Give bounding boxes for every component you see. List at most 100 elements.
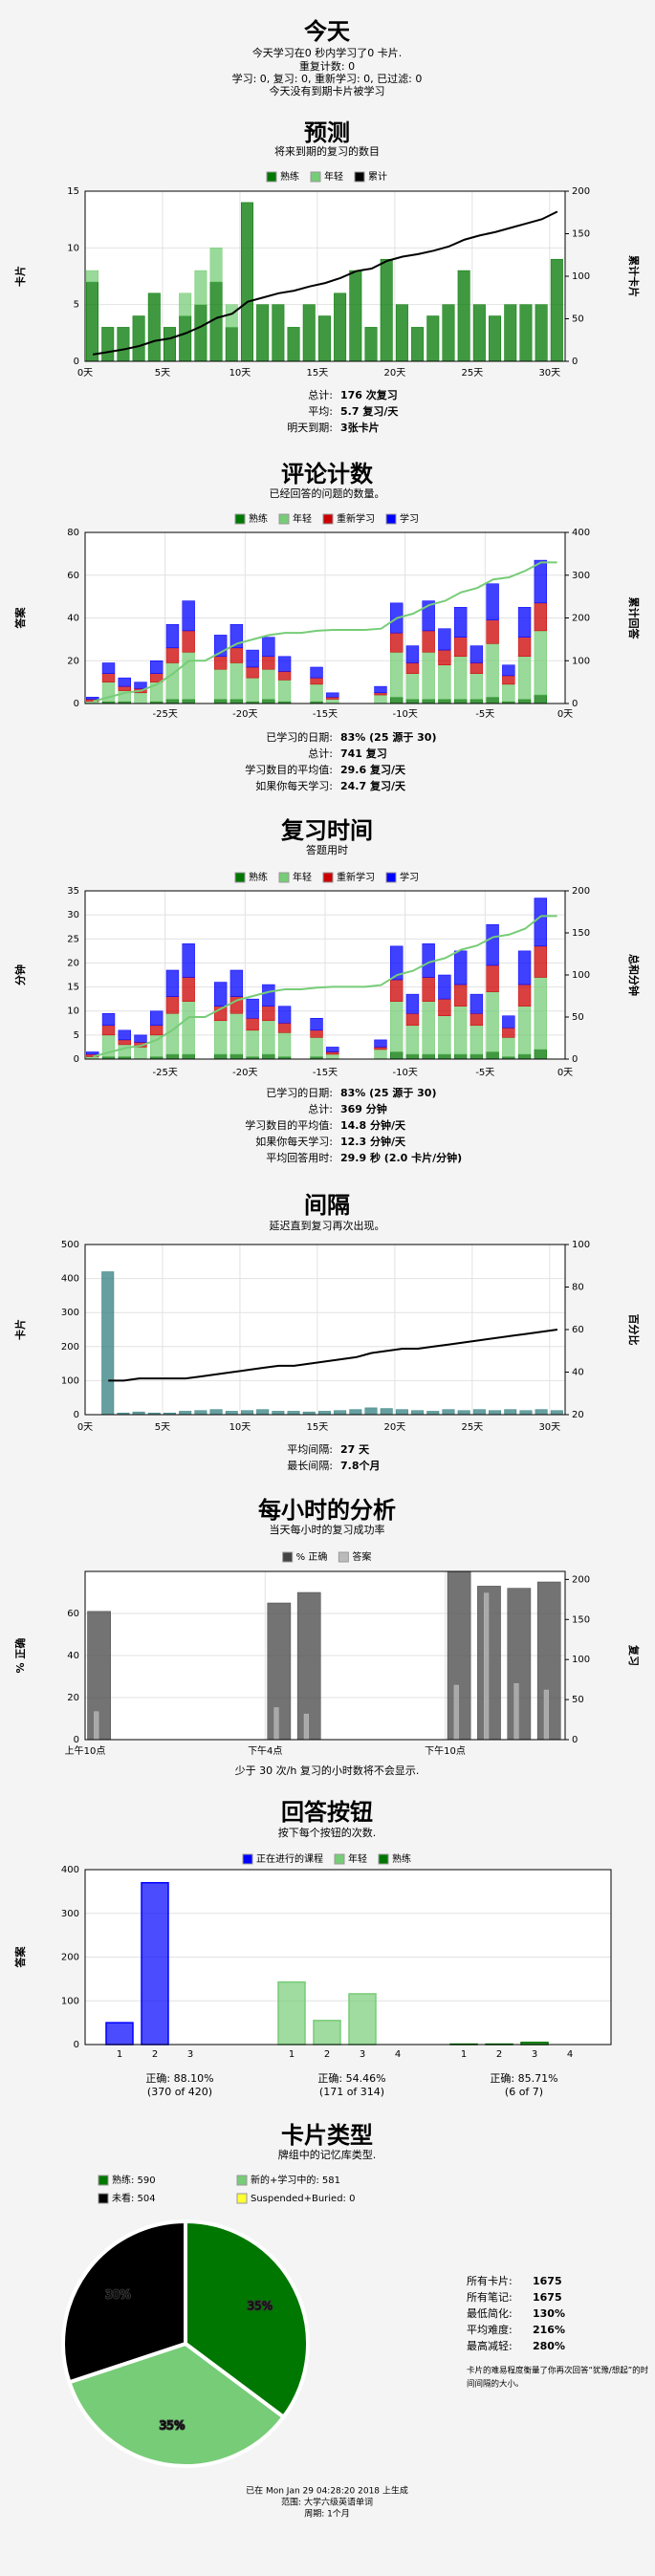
bar — [277, 1023, 292, 1033]
bar — [182, 699, 195, 704]
bar — [486, 643, 499, 698]
bar — [105, 2022, 134, 2046]
bar — [334, 1410, 347, 1416]
bar — [486, 697, 499, 704]
y-tick-label: 5 — [74, 300, 79, 311]
plot-border — [84, 531, 566, 704]
bar — [349, 270, 362, 362]
legend-swatch — [236, 2193, 248, 2204]
bar — [469, 673, 484, 700]
stat-value: 7.8个月 — [340, 1459, 381, 1472]
bar — [86, 1051, 99, 1055]
bar — [469, 645, 484, 663]
bar — [438, 998, 451, 1016]
x-tick-label: 3 — [187, 2049, 193, 2060]
slice-label: 35% — [160, 2418, 186, 2432]
footer-line: 范围: 大学六级英语单词 — [281, 2497, 373, 2508]
bar — [134, 682, 147, 689]
y-tick-label: 100 — [61, 1996, 79, 2006]
stat-label: 最低简化: — [467, 2306, 513, 2320]
bar — [94, 1711, 99, 1741]
stat-label: 平均间隔: — [287, 1443, 333, 1456]
y-tick-label: 60 — [67, 571, 79, 581]
bar — [489, 1410, 502, 1416]
bar — [246, 1018, 259, 1031]
line-series — [93, 915, 557, 1058]
y-tick-label: 400 — [61, 1274, 79, 1285]
stat-value: 83% (25 源于 30) — [340, 730, 437, 744]
y-axis-label: 卡片 — [13, 1319, 27, 1340]
y-axis-label: 答案 — [13, 1946, 27, 1968]
legend-swatch — [242, 1853, 253, 1865]
y2-tick-label: 200 — [572, 886, 590, 897]
bar — [457, 1410, 470, 1416]
x-tick-label: -5天 — [475, 1068, 494, 1078]
bar — [438, 1015, 451, 1055]
bar — [134, 1047, 147, 1060]
bar — [179, 315, 192, 362]
y2-tick-label: 400 — [572, 528, 590, 538]
x-tick-label: 0天 — [77, 1422, 93, 1433]
bar — [457, 270, 470, 362]
bar — [453, 699, 468, 704]
x-tick-label: 15天 — [307, 1422, 329, 1433]
bar — [469, 1012, 484, 1027]
bar — [438, 974, 451, 1000]
section-subtitle: 按下每个按钮的次数. — [278, 1826, 377, 1839]
bar — [272, 304, 285, 362]
plot-area — [85, 1245, 565, 1415]
y2-axis-label: 百分比 — [627, 1314, 641, 1346]
bar — [438, 699, 451, 704]
bar — [262, 637, 275, 658]
bar — [405, 1053, 420, 1060]
bar — [194, 1410, 207, 1416]
bar — [534, 559, 548, 604]
bar — [277, 1981, 306, 2046]
bar — [469, 662, 484, 674]
bar — [277, 656, 292, 672]
bar — [502, 1028, 515, 1038]
pie-note: 间间隔的大小。 — [467, 2379, 524, 2390]
bar — [364, 1407, 378, 1416]
bar — [543, 1689, 549, 1741]
bar — [262, 984, 275, 1007]
slice-label: 30% — [105, 2288, 131, 2302]
bar — [310, 683, 323, 703]
y-tick-label: 200 — [61, 1342, 79, 1353]
x-tick-label: 下午10点 — [425, 1744, 466, 1757]
bar — [213, 1053, 228, 1060]
y-tick-label: 0 — [74, 357, 79, 367]
legend-swatch — [322, 872, 334, 883]
y-tick-label: 5 — [74, 1030, 79, 1041]
x-tick-label: 0天 — [557, 709, 573, 720]
bar — [277, 1006, 292, 1024]
button-stat: 正确: 54.46% — [317, 2072, 385, 2085]
bar — [453, 1684, 459, 1741]
bar — [101, 673, 116, 682]
bar — [390, 1001, 404, 1052]
bar — [374, 1047, 387, 1050]
bar — [229, 662, 244, 700]
x-tick-label: 20天 — [384, 368, 406, 379]
bar — [277, 680, 292, 703]
pie-slice — [66, 2341, 287, 2468]
bar — [364, 327, 378, 362]
bar — [310, 677, 323, 685]
bar — [101, 327, 115, 362]
bar — [229, 699, 244, 704]
section-title: 评论计数 — [281, 461, 374, 487]
legend-swatch — [378, 1853, 389, 1865]
bar — [426, 1411, 440, 1416]
legend-label: 累计 — [368, 170, 387, 183]
bar — [150, 660, 164, 674]
stat-label: 明天到期: — [287, 422, 333, 434]
bar — [262, 656, 275, 670]
bar — [535, 1409, 548, 1416]
bar — [150, 1025, 164, 1036]
x-tick-label: -25天 — [152, 1068, 177, 1078]
y2-tick-label: 20 — [572, 1410, 584, 1420]
legend: 熟练 年轻 重新学习 学习 — [234, 871, 419, 883]
y2-tick-label: 150 — [572, 928, 590, 939]
bar — [405, 673, 420, 700]
section-title: 每小时的分析 — [258, 1497, 396, 1524]
